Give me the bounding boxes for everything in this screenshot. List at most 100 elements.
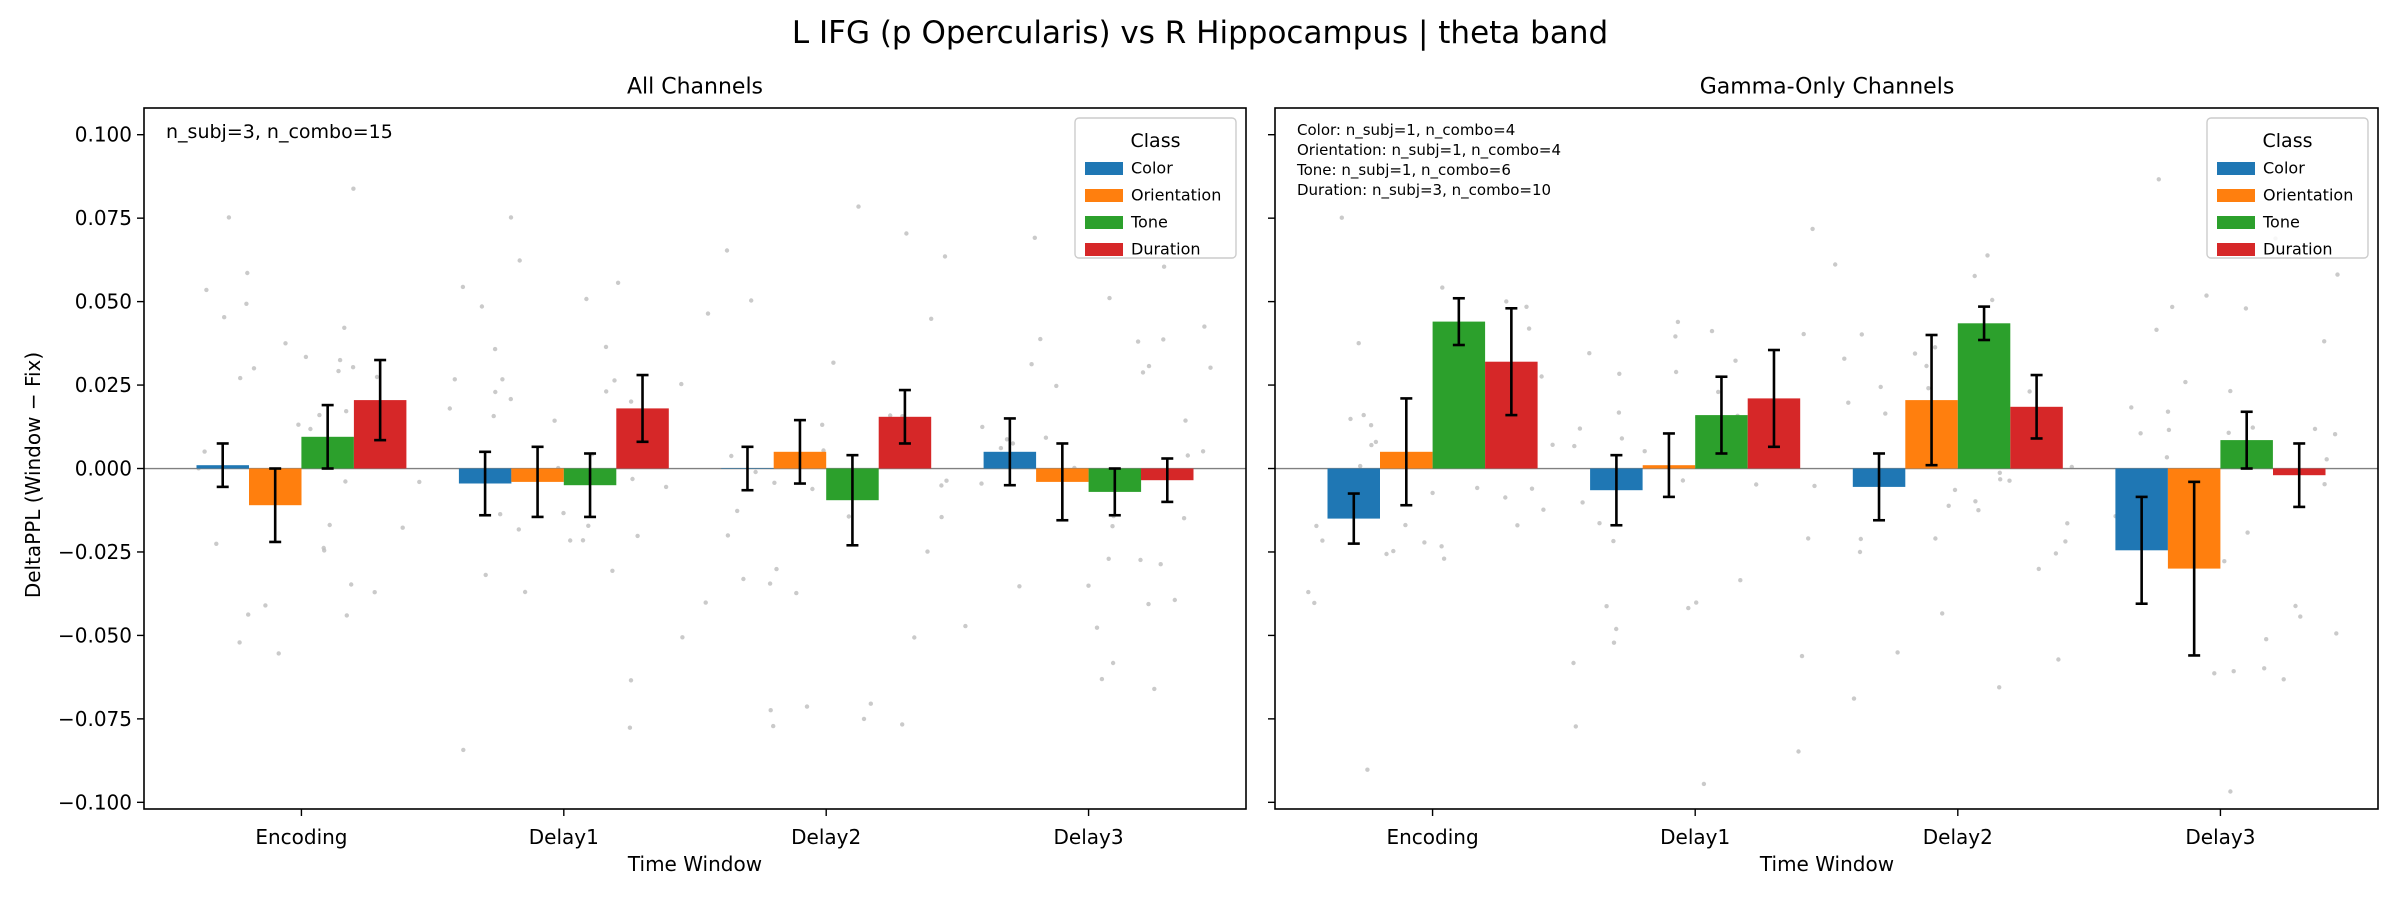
data-point [2226,430,2231,435]
data-point [2170,304,2175,310]
data-point [1475,485,1480,491]
data-point [498,512,503,517]
data-point [998,445,1004,451]
data-point [336,368,341,374]
legend: Class Color Orientation Tone Duration [1074,117,1237,259]
data-point [1895,650,1900,655]
data-point [1940,611,1945,616]
panel-title: All Channels [627,75,763,100]
data-point [1541,507,1546,512]
data-point [372,590,377,595]
data-point [491,413,496,419]
legend-title: Class [1131,130,1181,152]
data-point [2243,306,2249,311]
data-point [1086,583,1091,588]
data-point [586,523,591,528]
data-point [580,538,586,543]
data-point [1878,384,1883,390]
data-point [939,514,944,520]
x-axis-label: Time Window [1759,852,1894,876]
data-point [1550,442,1555,447]
data-point [1577,426,1583,431]
data-point [1932,345,1938,350]
data-point [604,389,609,394]
data-point [1754,482,1759,487]
data-point [460,284,466,290]
error-bar [846,453,859,547]
data-point [337,357,343,363]
data-point [963,623,968,629]
data-point [1842,356,1847,361]
error-bar [1056,442,1069,522]
data-point [2262,666,2267,671]
data-point [245,270,250,276]
data-point [1403,522,1408,528]
data-point [2204,293,2209,298]
data-point [794,590,799,596]
data-point [1573,724,1579,729]
data-point [568,538,573,543]
data-point [1152,686,1157,692]
data-point [810,486,815,492]
legend-entry: Tone [1130,213,1168,232]
y-axis-label: DeltaPPL (Window − Fix) [21,352,45,598]
data-point [1857,549,1863,555]
data-point [2324,457,2329,462]
data-point [1946,503,1951,508]
data-point [1043,435,1049,440]
data-point [1422,540,1427,545]
data-point [753,469,758,475]
data-point [1572,443,1577,449]
data-point [374,374,380,380]
data-point [628,399,634,404]
x-tick-label: Encoding [1386,825,1478,849]
data-point [500,377,505,382]
data-point [214,541,219,546]
data-point [351,186,356,191]
panel-gamma-only-channels: Gamma-Only Channels Time Window Encoding… [1268,75,2379,876]
data-point [447,406,452,411]
data-point [1029,362,1034,367]
data-point [343,479,348,484]
data-point [774,566,779,572]
data-point [1158,562,1163,567]
stats-annotation: Orientation: n_subj=1, n_combo=4 [1297,141,1561,160]
data-point [1614,626,1619,632]
error-bar [321,403,334,470]
data-point [900,722,905,727]
data-point [1368,423,1374,428]
data-point [725,533,731,538]
data-point [1976,508,1981,513]
data-point [1799,653,1805,659]
data-point [1587,351,1592,356]
data-point [2129,405,2134,410]
data-point [552,418,557,423]
data-point [493,389,498,395]
data-point [2165,409,2171,414]
data-point [1441,556,1447,561]
data-point [516,527,521,532]
data-point [868,701,873,706]
data-point [729,453,734,459]
data-point [1529,486,1535,491]
data-point [861,716,867,722]
data-point [1365,767,1370,772]
data-point [1604,604,1609,609]
data-point [1172,597,1178,603]
data-point [2322,482,2327,487]
data-point [771,723,776,729]
data-point [350,365,356,370]
data-point [452,377,457,382]
y-tick-label: 0.100 [75,123,132,147]
legend-entry: Orientation [1131,186,1221,205]
figure-suptitle: L IFG (p Opercularis) vs R Hippocampus |… [792,15,1608,51]
y-tick-label: −0.100 [58,790,132,814]
data-point [1504,299,1509,304]
x-tick-label: Delay2 [791,825,861,849]
data-point [680,635,685,640]
data-point [1851,696,1857,701]
data-point [1356,341,1361,346]
data-point [2183,379,2188,385]
data-point [630,476,635,482]
